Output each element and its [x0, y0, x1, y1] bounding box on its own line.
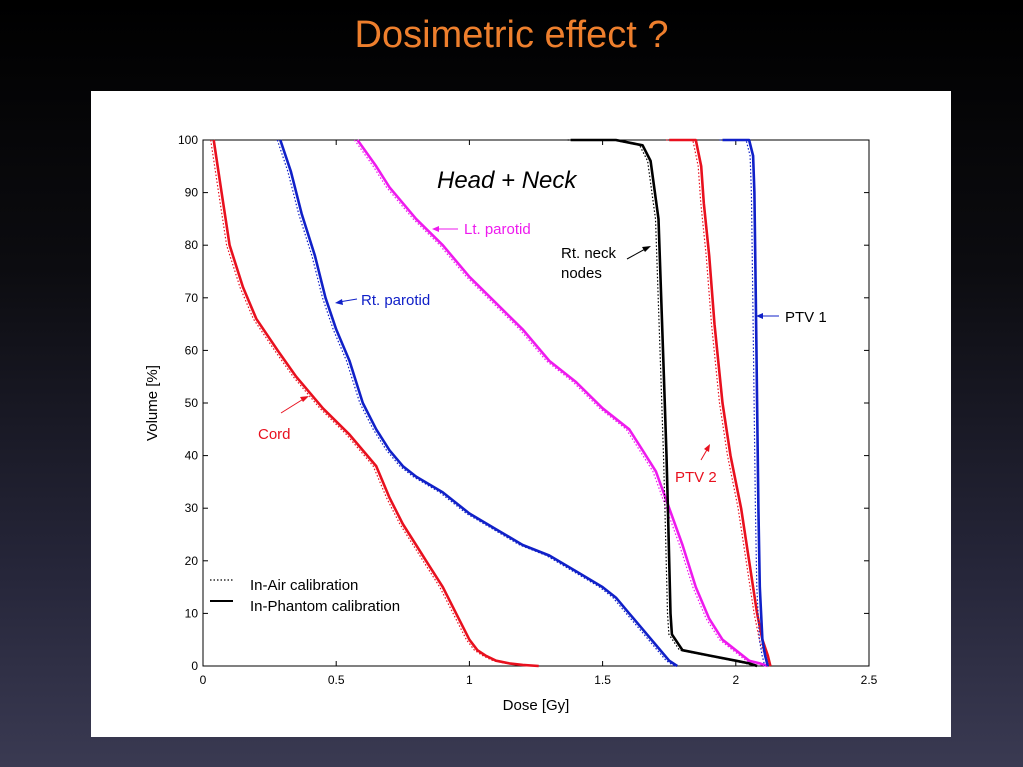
annotation-rt-parotid: Rt. parotid	[361, 292, 430, 309]
annotation-ptv1: PTV 1	[785, 309, 827, 326]
annotation-ptv2: PTV 2	[675, 469, 717, 486]
arrowhead-ptv1	[756, 313, 763, 319]
y-tick-label-2: 20	[185, 554, 199, 568]
y-axis-label: Volume [%]	[144, 365, 161, 441]
series-layer	[210, 138, 772, 668]
y-tick-label-3: 30	[185, 501, 199, 515]
series-cord-in-air	[210, 139, 536, 667]
x-tick-label-3: 1.5	[594, 673, 611, 687]
y-tick-label-7: 70	[185, 291, 199, 305]
series-lt-parotid-in-air	[354, 139, 765, 667]
series-cord-in-phantom	[212, 139, 539, 668]
slide-title: Dosimetric effect ?	[354, 14, 669, 56]
y-tick-label-0: 0	[191, 659, 198, 673]
annotation-lt-parotid: Lt. parotid	[464, 221, 531, 238]
x-axis-label: Dose [Gy]	[503, 697, 570, 714]
series-rt-neck-nodes-in-phantom	[570, 138, 758, 668]
x-tick-label-5: 2.5	[861, 673, 878, 687]
x-tick-label-0: 0	[200, 673, 207, 687]
annotation-cord: Cord	[258, 426, 291, 443]
annotation-nodes: nodes	[561, 265, 602, 282]
series-ptv-1-in-phantom	[722, 138, 770, 667]
figure-panel: 0 0.5 1 1.5 2 2.5 0 10 20 30 40 50 60 70 80 90 100 Head …	[91, 91, 951, 737]
plot-title: Head + Neck	[437, 167, 578, 194]
arrow-neck-nodes	[626, 247, 648, 260]
y-tick-label-9: 90	[185, 186, 199, 200]
series-rt-parotid-in-phantom	[279, 139, 678, 668]
series-ptv-2-in-air	[666, 139, 768, 667]
legend-label-in-air: In-Air calibration	[250, 577, 358, 594]
y-tick-label-1: 10	[185, 606, 199, 620]
dvh-chart: 0 0.5 1 1.5 2 2.5 0 10 20 30 40 50 60 70 80 90 100 Head …	[144, 133, 878, 714]
series-lt-parotid-in-phantom	[356, 139, 769, 668]
x-tick-label-2: 1	[466, 673, 473, 687]
arrowhead-ptv2	[704, 444, 710, 452]
axis-ticks: 0 0.5 1 1.5 2 2.5 0 10 20 30 40 50 60 70 80 90 100	[178, 133, 878, 687]
arrowhead-cord	[300, 396, 309, 402]
annotation-rt-neck: Rt. neck	[561, 245, 617, 262]
series-ptv-1-in-air	[719, 139, 766, 667]
arrow-cord	[280, 397, 306, 414]
legend: In-Air calibration In-Phantom calibratio…	[210, 577, 400, 615]
y-tick-label-10: 100	[178, 133, 198, 147]
y-tick-label-5: 50	[185, 396, 199, 410]
arrowhead-neck-nodes	[642, 246, 651, 252]
y-tick-label-8: 80	[185, 238, 199, 252]
arrowhead-lt-parotid	[432, 226, 439, 232]
legend-label-in-phantom: In-Phantom calibration	[250, 598, 400, 615]
y-tick-label-4: 40	[185, 449, 199, 463]
x-tick-label-1: 0.5	[328, 673, 345, 687]
y-tick-label-6: 60	[185, 343, 199, 357]
arrowhead-rt-parotid	[335, 299, 343, 305]
x-tick-label-4: 2	[732, 673, 739, 687]
